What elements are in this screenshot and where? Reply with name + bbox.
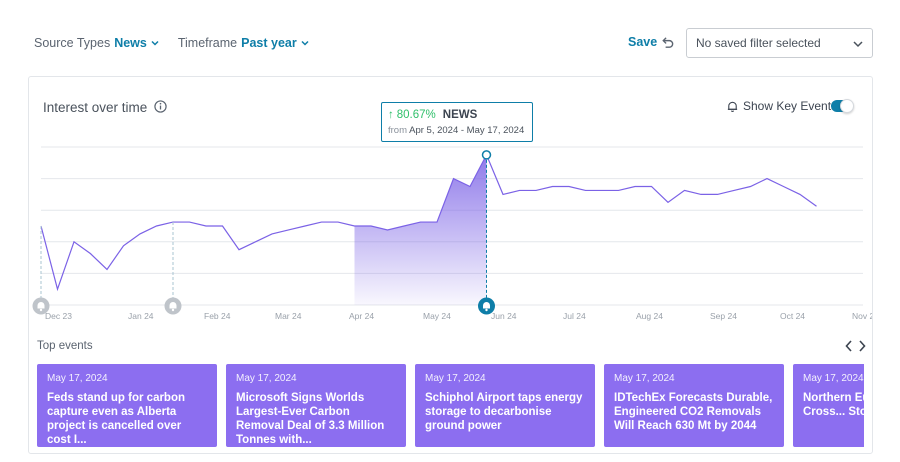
event-title: IDTechEx Forecasts Durable, Engineered C…	[614, 392, 773, 432]
x-tick-label: Dec 23	[45, 311, 72, 321]
interest-chart: Dec 23 Jan 24 Feb 24 Mar 24 Apr 24 May 24 Jun …	[32, 146, 873, 321]
x-tick-label: Oct 24	[780, 311, 805, 321]
bell-icon-clapper	[39, 308, 43, 312]
chart-tooltip: ↑ 80.67% NEWS from Apr 5, 2024 - May 17,…	[381, 102, 533, 142]
event-date: May 17, 2024	[803, 373, 864, 384]
event-title: Schiphol Airport taps energy storage to …	[425, 392, 583, 432]
chevron-right-icon[interactable]	[857, 339, 867, 353]
source-types-label: Source Types	[34, 36, 111, 50]
key-events-toggle[interactable]	[831, 99, 854, 113]
event-card[interactable]: May 17, 2024 Microsoft Signs Worlds Large…	[226, 364, 406, 447]
timeframe-value: Past year	[241, 36, 297, 50]
x-tick-label: Aug 24	[636, 311, 663, 321]
x-tick-label: Feb 24	[204, 311, 231, 321]
arrow-up-icon: ↑	[388, 109, 394, 121]
toggle-knob	[840, 99, 854, 113]
bell-icon	[169, 302, 177, 309]
x-tick-label: Apr 24	[349, 311, 374, 321]
tooltip-dates: Apr 5, 2024 - May 17, 2024	[409, 125, 525, 136]
event-title: Feds stand up for carbon capture even as…	[47, 392, 186, 446]
tooltip-source: NEWS	[442, 109, 478, 121]
event-title: Northern Eu... Create Cross... Storage A…	[803, 392, 864, 418]
source-types-filter[interactable]: Source Types News	[34, 36, 160, 50]
x-tick-label: Jun 24	[491, 311, 517, 321]
chevron-down-icon	[151, 40, 159, 46]
bell-icon	[483, 302, 490, 309]
event-date: May 17, 2024	[47, 373, 108, 384]
x-tick-label: Mar 24	[275, 311, 302, 321]
chevron-down-icon	[301, 40, 309, 46]
top-events-label: Top events	[37, 340, 93, 352]
undo-icon[interactable]	[660, 35, 675, 50]
saved-filter-select[interactable]: No saved filter selected	[686, 28, 873, 58]
save-button[interactable]: Save	[628, 35, 658, 49]
info-icon[interactable]	[154, 100, 167, 113]
x-tick-label: May 24	[423, 311, 451, 321]
bell-icon-clapper	[485, 308, 488, 312]
top-events-carousel: May 17, 2024 Feds stand up for carbon cap…	[37, 364, 864, 447]
chevron-left-icon[interactable]	[844, 339, 854, 353]
x-tick-label: Sep 24	[710, 311, 737, 321]
interest-over-time-card: Interest over time Show Key Events Dec 2…	[28, 76, 873, 454]
bell-icon-clapper	[171, 308, 175, 312]
saved-filter-value: No saved filter selected	[696, 36, 821, 50]
event-card[interactable]: May 17, 2024 IDTechEx Forecasts Durable, …	[604, 364, 784, 447]
source-types-value: News	[114, 36, 147, 50]
tooltip-from-label: from	[388, 125, 407, 136]
x-tick-label: Jul 24	[563, 311, 586, 321]
event-date: May 17, 2024	[425, 373, 486, 384]
event-date: May 17, 2024	[614, 373, 675, 384]
timeframe-filter[interactable]: Timeframe Past year	[178, 36, 310, 50]
event-date: May 17, 2024	[236, 373, 297, 384]
card-title: Interest over time	[43, 100, 148, 115]
key-events-label: Show Key Events	[743, 99, 838, 113]
x-tick-label: Jan 24	[128, 311, 154, 321]
event-title: Microsoft Signs Worlds Largest-Ever Carb…	[236, 392, 385, 446]
x-tick-label: Nov 24	[852, 311, 873, 321]
key-events-control: Show Key Events	[726, 99, 837, 113]
highlight-area	[354, 154, 487, 305]
highlight-point	[481, 150, 492, 160]
event-card[interactable]: May 17, 2024 Schiphol Airport taps energy…	[415, 364, 595, 447]
event-card[interactable]: May 17, 2024 Northern Eu... Create Cross.…	[793, 364, 864, 447]
filter-bar: Source Types News Timeframe Past year	[34, 34, 328, 52]
chevron-down-icon	[853, 41, 863, 48]
timeframe-label: Timeframe	[177, 36, 238, 50]
series-line	[40, 153, 817, 292]
tooltip-change: 80.67%	[396, 109, 436, 121]
bell-icon	[37, 302, 45, 309]
event-card[interactable]: May 17, 2024 Feds stand up for carbon cap…	[37, 364, 217, 447]
bell-icon	[727, 101, 738, 112]
